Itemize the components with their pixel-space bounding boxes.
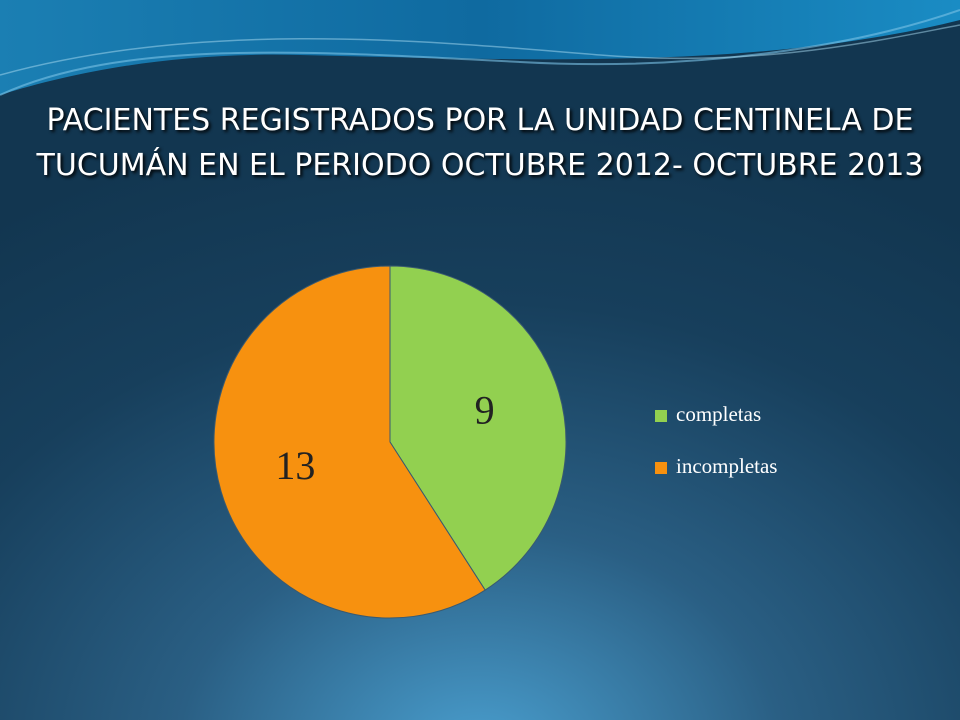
legend-label: incompletas [676, 454, 777, 478]
pie-slice [389, 265, 567, 591]
data-label: 9 [475, 387, 495, 432]
legend-label: completas [676, 402, 761, 426]
chart-title: PACIENTES REGISTRADOS POR LA UNIDAD CENT… [36, 103, 924, 183]
legend-swatch [655, 410, 667, 422]
pie-slice [213, 265, 486, 619]
data-label: 13 [275, 443, 315, 488]
legend-swatch [655, 462, 667, 474]
